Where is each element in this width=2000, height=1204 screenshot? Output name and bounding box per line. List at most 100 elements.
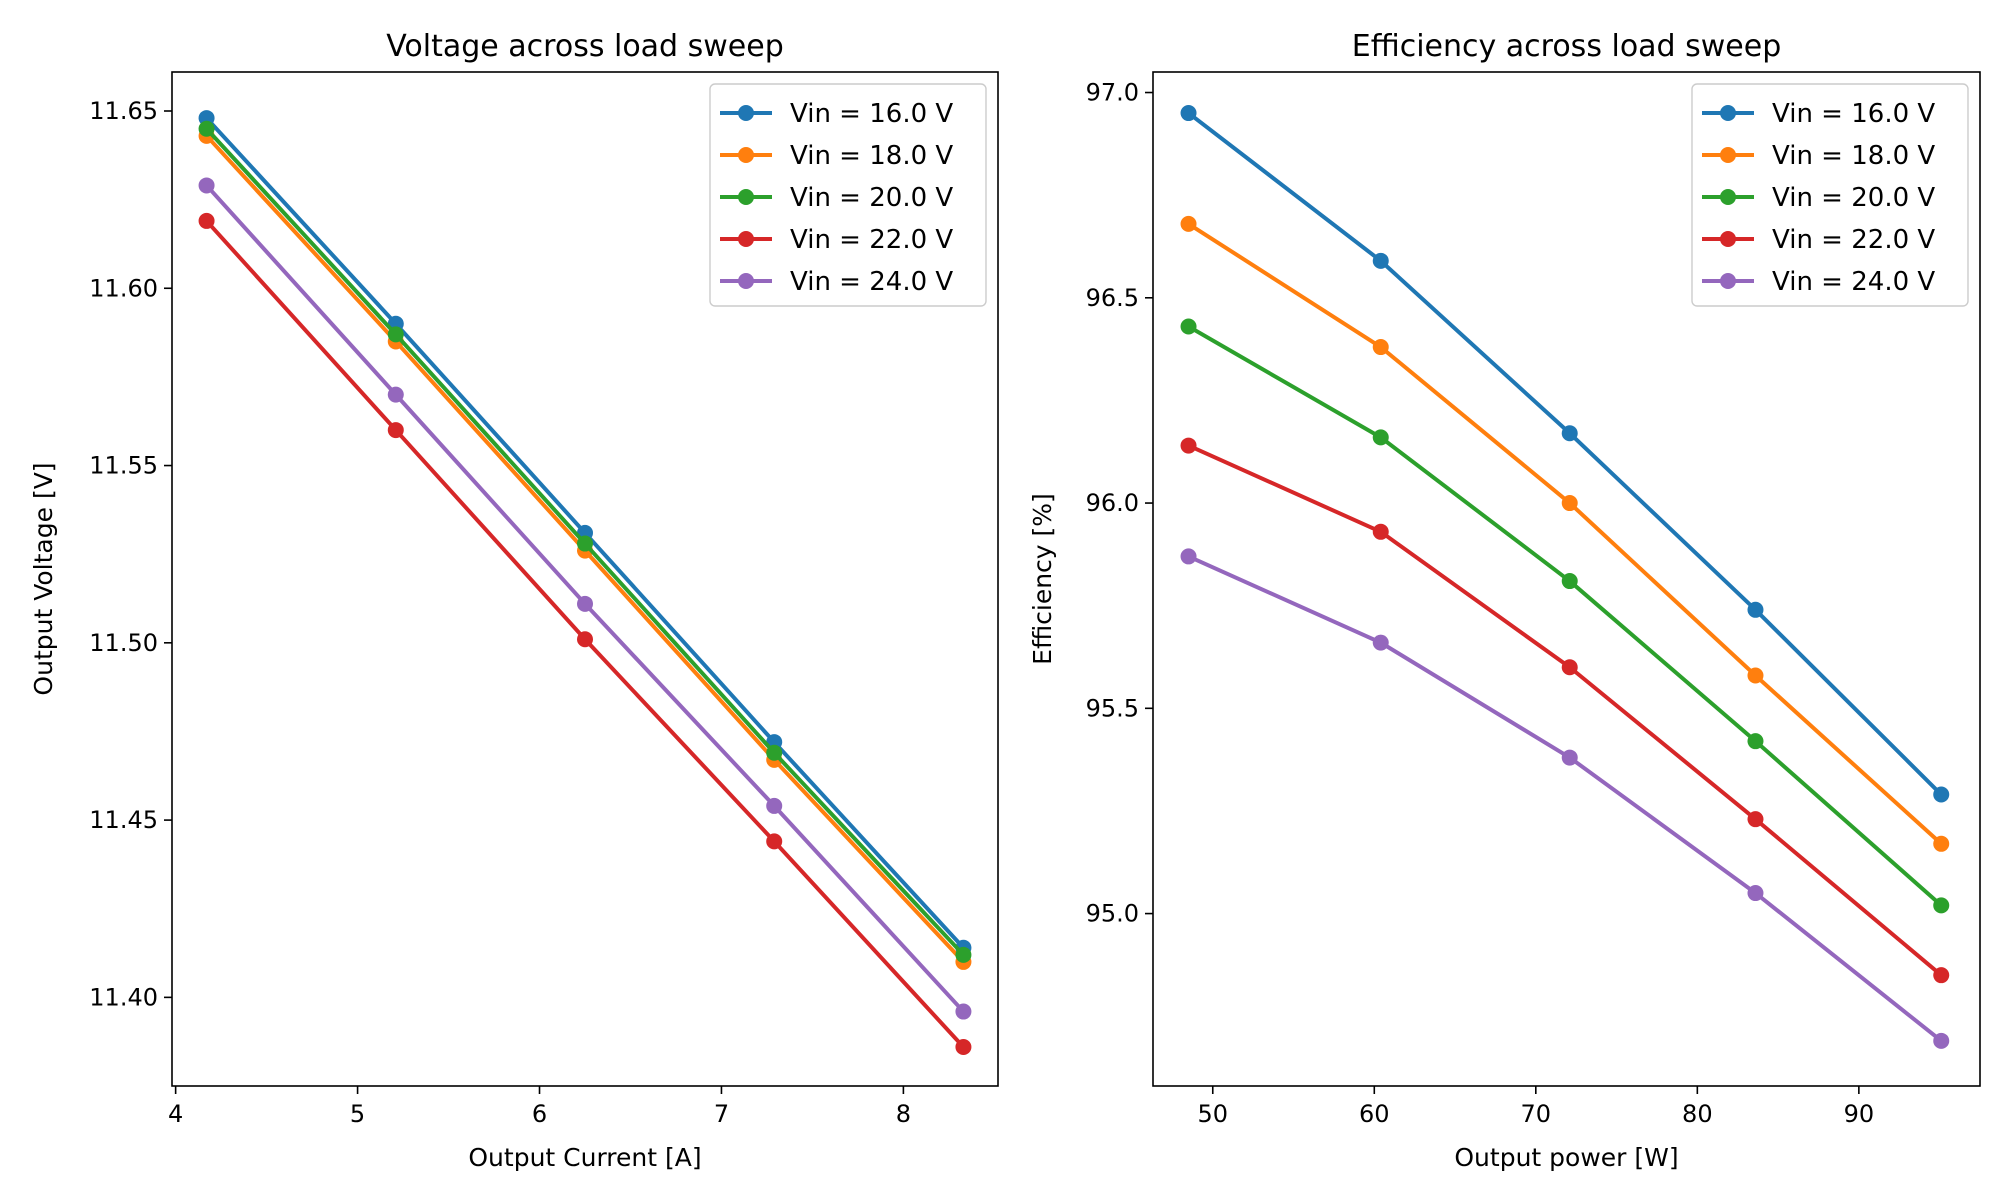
- chart-1-x-tick-label: 4: [168, 1100, 183, 1128]
- chart-2-data-point: [1747, 601, 1764, 618]
- chart-2-series-line: [1187, 222, 1943, 846]
- chart-1-axes-frame: [171, 71, 999, 1087]
- chart-2-legend-marker: [1720, 147, 1736, 163]
- chart-2-data-point: [1561, 573, 1578, 590]
- chart-2-legend-box: [1691, 83, 1969, 307]
- chart-1-x-tick-label: 6: [532, 1100, 547, 1128]
- chart-2-data-point: [1747, 733, 1764, 750]
- chart-2-y-axis-label: Efficiency [%]: [1028, 493, 1057, 665]
- chart-2-axes-frame: [1152, 71, 1981, 1087]
- chart-2-series-line: [1187, 443, 1943, 977]
- chart-2-series-5: [1180, 548, 1950, 1049]
- chart-2-x-tick-label: 80: [1682, 1100, 1713, 1128]
- chart-2-data-point: [1372, 634, 1389, 651]
- chart-1-data-point: [766, 744, 783, 761]
- chart-2-data-point: [1747, 811, 1764, 828]
- chart-2-data-point: [1372, 523, 1389, 540]
- chart-1-y-tick-label: 11.40: [89, 983, 158, 1011]
- chart-2-y-tick-label: 95.5: [1086, 694, 1139, 722]
- chart-2-title: Efficiency across load sweep: [1352, 29, 1782, 64]
- chart-1-data-point: [198, 177, 215, 194]
- chart-1-x-axis-label: Output Current [A]: [468, 1143, 701, 1172]
- chart-1-series-4: [198, 212, 972, 1055]
- chart-1-y-axis-label: Output Voltage [V]: [29, 462, 58, 695]
- chart-2-data-point: [1372, 339, 1389, 356]
- chart-1-y-tick-label: 11.65: [89, 97, 158, 125]
- chart-2-legend-marker: [1720, 189, 1736, 205]
- chart-1-title: Voltage across load sweep: [386, 29, 784, 64]
- chart-1-legend-marker: [738, 189, 754, 205]
- chart-2-data-point: [1180, 105, 1197, 122]
- chart-2-data-point: [1180, 215, 1197, 232]
- chart-1-data-point: [577, 631, 593, 648]
- chart-1-x-tick-label: 8: [896, 1100, 911, 1128]
- chart-2-legend-marker: [1720, 105, 1736, 121]
- chart-2-legend-label: Vin = 20.0 V: [1772, 183, 1935, 213]
- chart-2-data-point: [1180, 548, 1197, 565]
- chart-2-data-point: [1561, 749, 1578, 766]
- chart-2-data-point: [1180, 318, 1197, 335]
- chart-2-data-point: [1933, 967, 1950, 984]
- chart-2-series-line: [1187, 324, 1943, 907]
- chart-1-data-point: [766, 797, 783, 814]
- chart-1-legend-marker: [738, 147, 754, 163]
- chart-2-series-1: [1180, 105, 1950, 803]
- chart-2-y-tick-label: 96.0: [1086, 489, 1139, 517]
- chart-2-data-point: [1747, 885, 1764, 902]
- chart-2: Efficiency across load sweep 50 60 70 80 90 95…: [1028, 29, 1981, 1172]
- chart-2-data-point: [1933, 835, 1950, 852]
- chart-1: Voltage across load sweep 4 5 6 7 8 11.40 11.45…: [29, 29, 999, 1172]
- chart-2-x-axis-label: Output power [W]: [1454, 1143, 1678, 1172]
- chart-2-x-tick-label: 60: [1359, 1100, 1390, 1128]
- chart-2-data-point: [1933, 786, 1950, 803]
- chart-2-legend: Vin = 16.0 V Vin = 18.0 V Vin = 20.0 V Vin …: [1691, 83, 1969, 307]
- chart-2-data-point: [1933, 897, 1950, 914]
- chart-1-y-tick-label: 11.60: [89, 274, 158, 302]
- chart-2-y-tick-label: 95.0: [1086, 900, 1139, 928]
- chart-2-data-point: [1747, 667, 1764, 684]
- chart-1-legend-marker: [738, 105, 754, 121]
- chart-1-legend-label: Vin = 16.0 V: [790, 99, 953, 129]
- chart-2-x-tick-label: 50: [1197, 1100, 1228, 1128]
- chart-2-series-line: [1187, 554, 1943, 1043]
- chart-2-data-point: [1561, 495, 1578, 512]
- chart-2-data-point: [1180, 437, 1197, 454]
- chart-2-data-point: [1372, 252, 1389, 269]
- chart-1-y-tick-label: 11.45: [89, 806, 158, 834]
- chart-1-series-5: [198, 177, 972, 1020]
- chart-1-legend-label: Vin = 18.0 V: [790, 141, 953, 171]
- chart-1-legend-label: Vin = 24.0 V: [790, 267, 953, 297]
- chart-1-data-point: [766, 833, 783, 850]
- chart-2-data-point: [1561, 659, 1578, 676]
- chart-2-legend-label: Vin = 24.0 V: [1772, 267, 1935, 297]
- chart-2-legend-marker: [1720, 231, 1736, 247]
- chart-2-legend-label: Vin = 18.0 V: [1772, 141, 1935, 171]
- chart-1-data-point: [577, 535, 593, 552]
- chart-1-legend-label: Vin = 22.0 V: [790, 225, 953, 255]
- chart-1-legend-marker: [738, 231, 754, 247]
- chart-2-x-tick-label: 90: [1844, 1100, 1875, 1128]
- chart-2-series-3: [1180, 318, 1950, 914]
- chart-2-y-tick-label: 97.0: [1086, 79, 1139, 107]
- chart-1-legend-box: [709, 83, 987, 307]
- chart-2-data-point: [1561, 425, 1578, 442]
- chart-2-legend-label: Vin = 22.0 V: [1772, 225, 1935, 255]
- chart-2-y-tick-label: 96.5: [1086, 284, 1139, 312]
- chart-2-data-point: [1933, 1032, 1950, 1049]
- chart-1-data-point: [198, 120, 215, 137]
- chart-2-series-4: [1180, 437, 1950, 984]
- chart-1-data-point: [955, 946, 972, 963]
- chart-1-legend-marker: [738, 273, 754, 289]
- chart-2-legend-label: Vin = 16.0 V: [1772, 99, 1935, 129]
- chart-1-data-point: [198, 212, 215, 229]
- chart-2-series-2: [1180, 215, 1950, 852]
- chart-1-legend-label: Vin = 20.0 V: [790, 183, 953, 213]
- chart-2-legend-marker: [1720, 273, 1736, 289]
- chart-1-data-point: [577, 595, 593, 612]
- chart-1-x-tick-label: 5: [350, 1100, 365, 1128]
- chart-2-data-point: [1372, 429, 1389, 446]
- chart-1-data-point: [387, 422, 404, 439]
- chart-1-legend: Vin = 16.0 V Vin = 18.0 V Vin = 20.0 V Vin …: [709, 83, 987, 307]
